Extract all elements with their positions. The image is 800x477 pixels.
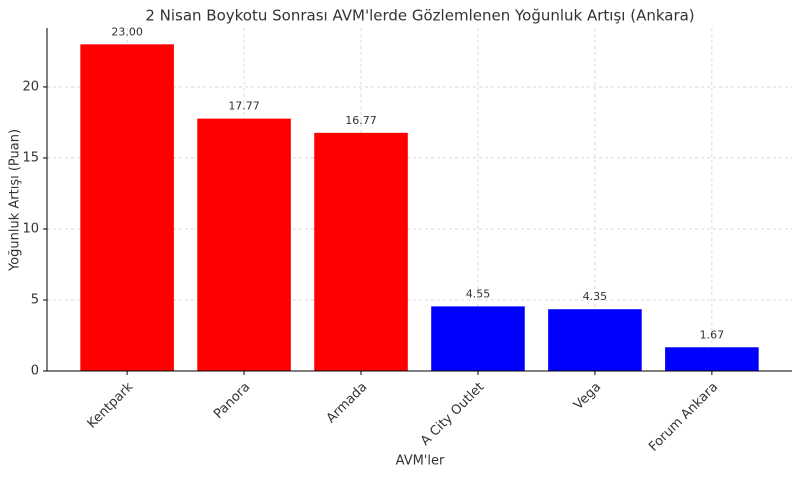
- value-label: 4.35: [583, 290, 608, 303]
- y-tick-label: 5: [31, 292, 39, 307]
- value-label: 17.77: [228, 100, 260, 113]
- x-tick-label: Kentpark: [85, 379, 137, 431]
- value-label: 1.67: [700, 328, 725, 341]
- x-tick-label: Armada: [324, 380, 371, 427]
- x-tick-label: Vega: [571, 380, 604, 413]
- x-tick-label: Panora: [211, 380, 253, 422]
- bar: [80, 44, 174, 371]
- x-tick-label: A City Outlet: [418, 380, 487, 449]
- bar: [665, 347, 759, 371]
- y-tick-label: 10: [22, 221, 39, 236]
- y-tick-label: 15: [22, 150, 39, 165]
- value-label: 23.00: [111, 25, 143, 38]
- y-tick-label: 20: [22, 79, 39, 94]
- value-label: 4.55: [466, 287, 491, 300]
- bar: [314, 132, 408, 371]
- y-tick-label: 0: [31, 364, 39, 379]
- x-axis-label: AVM'ler: [396, 454, 445, 469]
- y-axis-label: Yoğunluk Artışı (Puan): [8, 129, 23, 272]
- bar: [548, 309, 642, 371]
- chart-title: 2 Nisan Boykotu Sonrası AVM'lerde Gözlem…: [145, 7, 694, 25]
- bar: [197, 118, 291, 371]
- bar: [431, 306, 525, 371]
- x-tick-label: Forum Ankara: [646, 380, 721, 455]
- value-label: 16.77: [345, 114, 377, 127]
